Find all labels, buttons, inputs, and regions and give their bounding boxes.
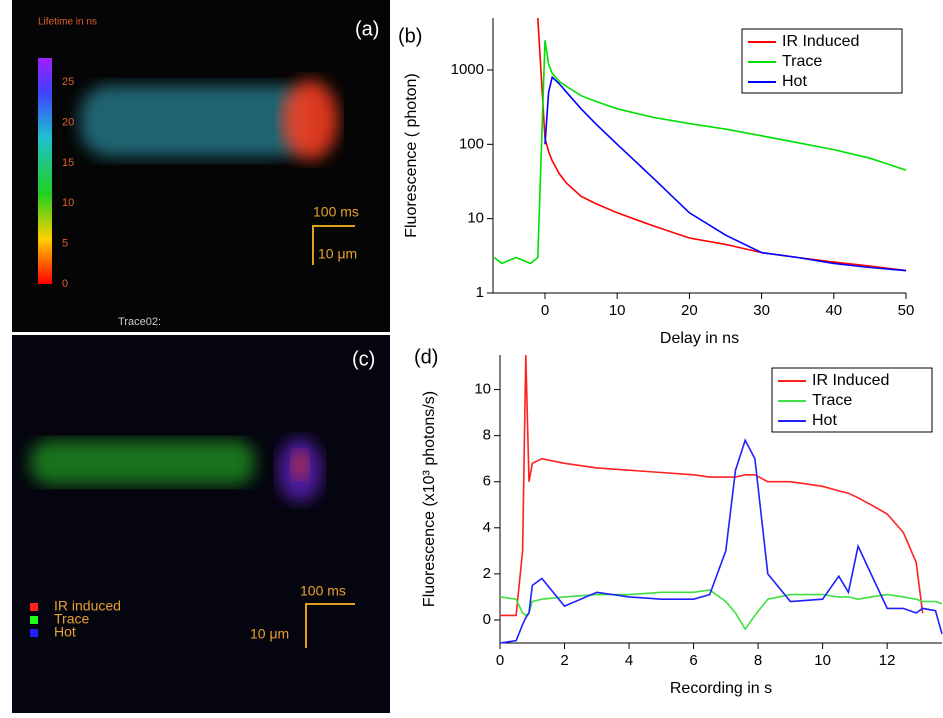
scale-label: 10 μm: [318, 246, 357, 262]
trace-glow: [80, 85, 310, 157]
y-tick-label: 8: [483, 427, 491, 444]
colorbar-tick: 0: [62, 278, 68, 290]
x-tick-label: 6: [689, 652, 697, 669]
scale-label: 100 ms: [313, 204, 359, 220]
x-tick-label: 10: [609, 302, 626, 319]
colorbar-tick: 25: [62, 76, 74, 88]
x-axis-label: Delay in ns: [660, 330, 739, 347]
series-line: [544, 75, 907, 272]
scale-label: 10 μm: [250, 626, 289, 642]
scale-bars: [305, 225, 355, 648]
x-tick-label: 0: [541, 302, 549, 319]
legend-label: IR Induced: [782, 33, 859, 50]
legend-swatch: [30, 629, 38, 637]
y-tick-label: 100: [459, 135, 484, 152]
series-line: [500, 354, 924, 617]
legend-swatch: [30, 616, 38, 624]
x-tick-label: 20: [681, 302, 698, 319]
colorbar-title: Lifetime in ns: [38, 17, 97, 28]
colorbar-tick: 20: [62, 116, 74, 128]
y-tick-label: 10: [467, 210, 484, 227]
y-tick-label: 1: [476, 284, 484, 301]
panel-label: (c): [352, 348, 375, 370]
spot: [282, 80, 338, 160]
x-tick-label: 50: [898, 302, 915, 319]
legend-label: Trace: [782, 53, 822, 70]
spot-core: [292, 451, 308, 479]
series-line: [499, 438, 943, 644]
colorbar-tick: 10: [62, 197, 74, 209]
legend-label: Hot: [54, 624, 76, 640]
x-tick-label: 12: [879, 652, 896, 669]
series-line: [499, 589, 943, 631]
y-tick-label: 4: [483, 519, 491, 536]
legend-label: Hot: [782, 73, 807, 90]
image-c: [12, 335, 390, 713]
y-tick-label: 0: [483, 611, 491, 628]
x-axis-label: Recording in s: [670, 680, 772, 697]
legend-label: Trace: [54, 611, 89, 627]
y-tick-label: 1000: [451, 61, 484, 78]
legend-swatch: [30, 603, 38, 611]
image-a: [12, 0, 390, 332]
colorbar: [38, 58, 52, 284]
x-tick-label: 10: [814, 652, 831, 669]
x-tick-label: 30: [753, 302, 770, 319]
y-axis-label: Fluorescence (x10³ photons/s): [421, 391, 438, 607]
legend-label: IR induced: [54, 598, 121, 614]
trace-glow: [30, 440, 255, 485]
panel-label: (b): [398, 25, 422, 47]
y-tick-label: 10: [474, 381, 491, 398]
colorbar-tick: 5: [62, 238, 68, 250]
panel-label: (d): [414, 346, 438, 368]
x-tick-label: 8: [754, 652, 762, 669]
legend-label: IR Induced: [812, 372, 889, 389]
legend-label: Hot: [812, 412, 837, 429]
y-axis-label: Fluorescence ( photon): [403, 73, 420, 238]
colorbar-tick: 15: [62, 157, 74, 169]
x-tick-label: 0: [496, 652, 504, 669]
x-tick-label: 2: [560, 652, 568, 669]
y-tick-label: 6: [483, 473, 491, 490]
legend-label: Trace: [812, 392, 852, 409]
y-tick-label: 2: [483, 565, 491, 582]
x-tick-label: 40: [825, 302, 842, 319]
series-line: [493, 40, 907, 265]
x-tick-label: 4: [625, 652, 633, 669]
caption: Trace02:: [118, 316, 161, 328]
panel-label: (a): [355, 18, 379, 40]
scale-label: 100 ms: [300, 583, 346, 599]
